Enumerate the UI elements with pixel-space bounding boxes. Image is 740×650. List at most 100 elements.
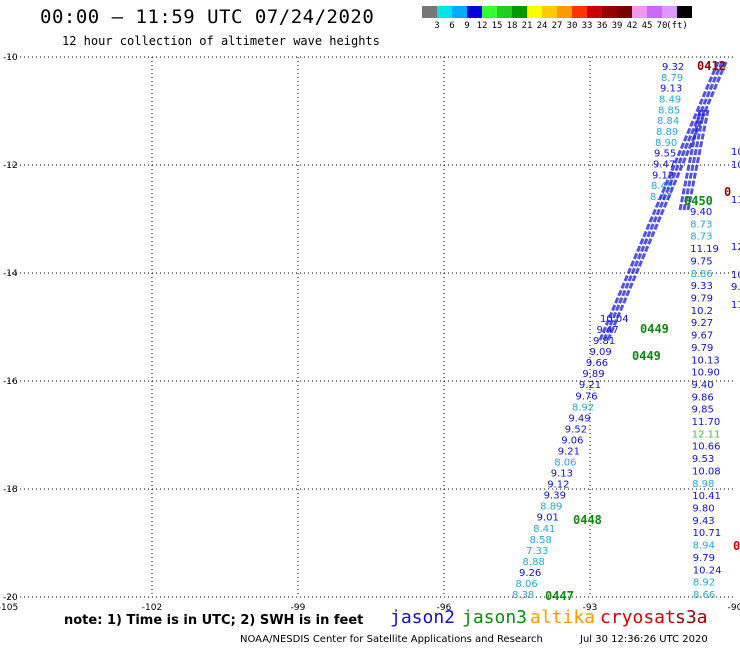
legend-altika: altika: [530, 607, 596, 628]
track-label-jason2-a: 10.2: [691, 306, 713, 317]
edge-track-label: 10: [731, 147, 740, 158]
track-label-jason2-a: 8.85: [658, 105, 680, 116]
track-label-jason2-a: 10.90: [691, 368, 720, 379]
track-label-jason2-b: 9.09: [589, 347, 611, 358]
color-swatch: [632, 6, 647, 18]
track-label-jason2-a: 10.66: [692, 442, 721, 453]
track-label-jason2-b: 9.76: [575, 391, 597, 402]
track-label-jason2-b: 8.88: [523, 557, 545, 568]
edge-time-mark: 0: [724, 185, 731, 199]
color-scale-label: 39: [611, 21, 623, 31]
track-label-jason2-b: 8.58: [530, 535, 552, 546]
track-label-jason2-a: 10.41: [692, 491, 721, 502]
edge-track-label: 9.5: [731, 282, 740, 293]
color-swatch: [677, 6, 692, 18]
latitude-label: -10: [3, 53, 18, 63]
color-scale-label: 3: [434, 21, 440, 31]
latitude-label: -12: [3, 161, 18, 171]
color-swatch: [617, 6, 632, 18]
color-swatch: [422, 6, 437, 18]
track-label-jason2-a: 9.13: [660, 84, 682, 95]
track-label-jason2-b: 10.04: [600, 314, 629, 325]
track-label-jason2-a: 8.73: [690, 219, 712, 230]
color-swatch: [647, 6, 662, 18]
track-label-jason2-b: 9.21: [558, 446, 580, 457]
track-label-jason2-a: 9.79: [691, 293, 713, 304]
color-scale-label: 27: [551, 21, 563, 31]
track-label-jason2-a: 9.33: [691, 281, 713, 292]
track-label-jason2-b: 8.06: [554, 458, 576, 469]
color-swatch: [587, 6, 602, 18]
latitude-label: -20: [3, 593, 18, 603]
color-swatch: [467, 6, 482, 18]
track-label-jason2-b: 9.66: [586, 358, 608, 369]
track-label-jason2-a: 8.79: [661, 73, 683, 84]
track-label-jason2-b: 8.89: [540, 502, 562, 513]
footer-timestamp: Jul 30 12:36:26 UTC 2020: [580, 634, 708, 645]
color-scale-label: 18: [506, 21, 518, 31]
track-label-jason2-b: 9.06: [561, 435, 583, 446]
edge-track-label: 12: [731, 242, 740, 253]
color-scale-label: 21: [521, 21, 533, 31]
legend-s3a: s3a: [675, 607, 708, 628]
jason3-time-label: 0447: [545, 589, 574, 603]
map-subtitle: 12 hour collection of altimeter wave hei…: [62, 34, 380, 48]
dense-track-streak: [678, 109, 702, 211]
track-label-jason2-b: 9.01: [537, 513, 559, 524]
track-label-jason2-b: 9.39: [544, 491, 566, 502]
track-label-jason2-a: 8.89: [656, 127, 678, 138]
track-label-jason2-a: 11.19: [690, 244, 719, 255]
track-label-jason2-a: 8.98: [692, 479, 714, 490]
color-swatch: [557, 6, 572, 18]
track-label-jason2-a: 9.75: [690, 256, 712, 267]
color-scale-label: 70: [656, 21, 668, 31]
color-scale-label: (ft): [666, 21, 688, 31]
color-swatch: [527, 6, 542, 18]
dense-track-streak: [686, 109, 710, 211]
track-label-jason2-a: 8.86: [690, 269, 712, 280]
track-label-jason2-a: 9.79: [693, 553, 715, 564]
track-label-jason2-b: 8.92: [572, 402, 594, 413]
track-label-jason2-a: 8.84: [657, 116, 679, 127]
map-title: 00:00 – 11:59 UTC 07/24/2020: [40, 6, 375, 28]
longitude-label: -99: [291, 603, 306, 613]
track-label-jason2-a: 8.90: [655, 138, 677, 149]
track-label-jason2-a: 9.53: [692, 454, 714, 465]
dense-track-streak: [606, 61, 728, 341]
track-label-jason2-a: 9.85: [692, 405, 714, 416]
track-label-jason2-a: 9.79: [691, 343, 713, 354]
latitude-label: -16: [3, 377, 18, 387]
jason3-time-label: 0449: [640, 322, 669, 336]
color-swatch: [512, 6, 527, 18]
edge-track-label: 10: [731, 270, 740, 281]
track-label-jason2-b: 9.26: [519, 568, 541, 579]
longitude-label: -96: [437, 603, 452, 613]
track-label-jason2-a: 10.24: [693, 565, 722, 576]
track-label-jason2-a: 8.66: [693, 590, 715, 601]
track-label-jason2-b: 9.89: [582, 369, 604, 380]
track-label-jason2-a: 8.92: [693, 578, 715, 589]
track-label-jason2-b: 8.38: [512, 590, 534, 601]
track-label-jason2-b: 9.12: [547, 480, 569, 491]
longitude-label: -105: [0, 603, 18, 613]
color-scale-label: 42: [626, 21, 638, 31]
track-label-jason2-a: 9.55: [654, 149, 676, 160]
dense-track-streak: [682, 109, 706, 211]
track-label-jason2-a: 8.73: [690, 232, 712, 243]
dense-track-streak: [602, 61, 724, 341]
color-scale-label: 30: [566, 21, 578, 31]
cryosat-time-label: 0412: [697, 59, 726, 73]
legend-jason3: jason3: [462, 607, 528, 628]
track-label-jason2-b: 9.13: [551, 469, 573, 480]
longitude-label: -93: [583, 603, 598, 613]
track-label-jason2-a: 9.27: [691, 318, 713, 329]
track-label-jason2-a: 9.67: [691, 331, 713, 342]
color-swatch: [482, 6, 497, 18]
track-label-jason2-a: 9.80: [692, 504, 714, 515]
color-scale-label: 6: [449, 21, 455, 31]
track-label-jason2-a: 9.86: [691, 392, 713, 403]
edge-track-label: 11: [731, 300, 740, 311]
edge-time-mark: 0: [733, 539, 740, 553]
track-label-jason2-a: 9.43: [692, 516, 714, 527]
